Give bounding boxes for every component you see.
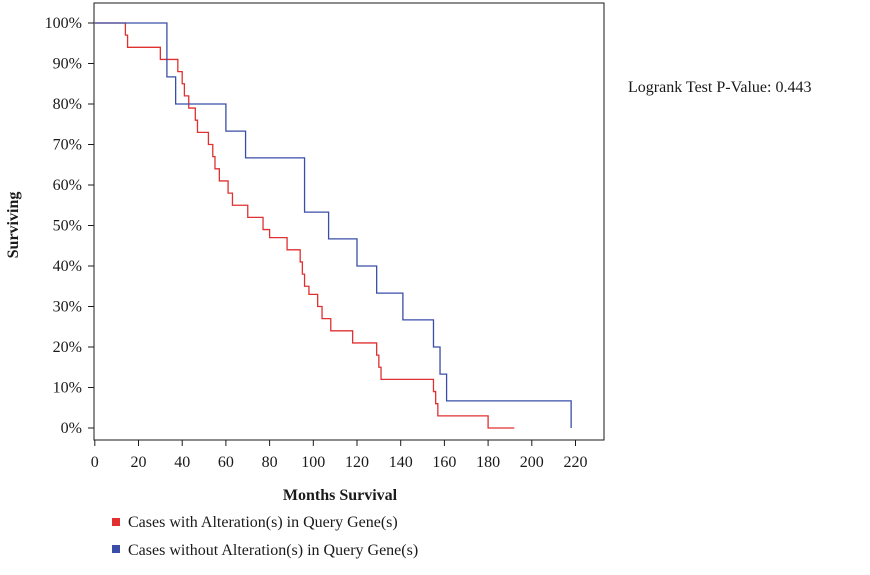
y-tick-label: 50% [53,218,82,235]
plot-area [93,2,605,441]
y-tick-label: 70% [53,137,82,154]
x-tick-label: 80 [262,454,278,471]
series-layer [94,22,572,429]
x-tick-label: 0 [91,454,99,471]
y-tick-label: 0% [61,420,82,437]
y-tick-label: 100% [45,15,82,32]
y-axis: 0% 10% 20% 30% 40% 50% 60% 70% 80% 90% 100% [45,15,94,437]
x-tick-label: 40 [174,454,190,471]
y-tick-label: 80% [53,96,82,113]
x-tick-label: 160 [432,454,456,471]
plot-frame [93,2,605,441]
y-tick-label: 30% [53,299,82,316]
y-tick-label: 10% [53,380,82,397]
legend-label-unaltered: Cases without Alteration(s) in Query Gen… [128,542,418,559]
legend-swatch-unaltered [112,545,120,553]
x-tick-label: 140 [389,454,413,471]
legend-swatch-altered [112,518,120,526]
x-axis: 0 20 40 60 80 100 120 140 160 180 200 220 [91,440,588,471]
y-tick-label: 60% [53,177,82,194]
legend: Cases with Alteration(s) in Query Gene(s… [112,514,418,559]
x-tick-label: 120 [345,454,369,471]
x-tick-label: 180 [476,454,500,471]
x-tick-label: 220 [564,454,588,471]
x-tick-label: 100 [301,454,325,471]
y-tick-label: 40% [53,258,82,275]
x-tick-label: 60 [218,454,234,471]
legend-label-altered: Cases with Alteration(s) in Query Gene(s… [128,514,398,531]
y-axis-title: Surviving [5,192,22,259]
x-axis-title: Months Survival [283,487,398,504]
y-tick-label: 90% [53,56,82,73]
x-tick-label: 20 [131,454,147,471]
y-tick-label: 20% [53,339,82,356]
logrank-annotation: Logrank Test P-Value: 0.443 [628,79,811,96]
series-line-altered [94,22,515,429]
series-line-unaltered [94,22,572,428]
x-tick-label: 200 [520,454,544,471]
